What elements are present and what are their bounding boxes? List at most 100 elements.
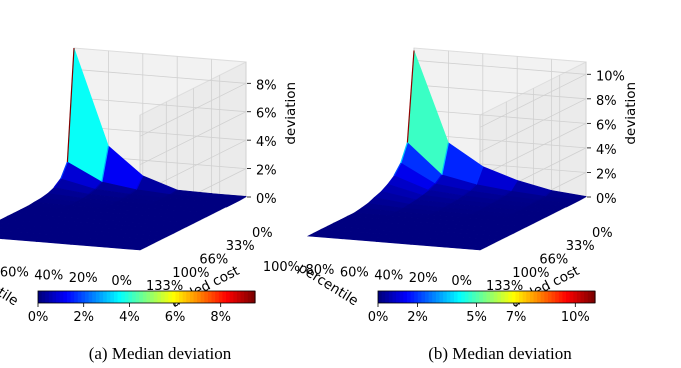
colorbar-segment xyxy=(124,291,130,303)
colorbar-segment xyxy=(562,291,567,303)
colorbar-segment xyxy=(406,291,412,303)
colorbar-segment xyxy=(132,291,137,303)
x-tick-label: 33% xyxy=(566,239,595,254)
colorbar: 0% 2% 5% 7% 10% xyxy=(368,290,596,325)
surface-edge xyxy=(572,199,580,205)
surface-cell xyxy=(0,234,10,240)
colorbar-segment xyxy=(555,291,560,303)
surface-edge xyxy=(94,181,103,190)
colorbar: 0% 2% 4% 6% 8% xyxy=(28,290,256,325)
colorbar-segment xyxy=(244,291,249,303)
surface-edge xyxy=(531,199,539,205)
surface-edge xyxy=(191,200,199,205)
colorbar-frame xyxy=(37,290,256,304)
colorbar-segment xyxy=(464,291,470,303)
colorbar-segment xyxy=(103,291,108,303)
colorbar-segment xyxy=(218,291,224,303)
colorbar-frame xyxy=(377,290,596,304)
colorbar-segment xyxy=(240,291,245,303)
colorbar-segment xyxy=(160,291,166,303)
colorbar-segment xyxy=(482,291,488,303)
colorbar-segment xyxy=(432,291,437,303)
surface-edge xyxy=(538,195,546,201)
surface-edge xyxy=(400,142,408,164)
z-tick-label: 4% xyxy=(596,143,617,158)
z-tick-label: 8% xyxy=(596,94,617,109)
colorbar-segment xyxy=(410,291,415,303)
surface-edge xyxy=(462,190,470,197)
colorbar-segment xyxy=(233,291,238,303)
colorbar-segment xyxy=(66,291,72,303)
colorbar-segment xyxy=(247,291,252,303)
colorbar-segment xyxy=(41,291,46,303)
colorbar-tick-label: 6% xyxy=(165,310,186,325)
colorbar-segment xyxy=(504,291,509,303)
surface-edge xyxy=(204,192,212,198)
colorbar-segment xyxy=(175,291,180,303)
colorbar-tick-label: 8% xyxy=(210,310,231,325)
colorbar-segment xyxy=(526,291,531,303)
surface-edge xyxy=(469,184,477,192)
surface-edge xyxy=(157,197,165,202)
colorbar-segment xyxy=(428,291,433,303)
colorbar-segment xyxy=(479,291,484,303)
colorbar-segment xyxy=(92,291,97,303)
y-tick-label: 20% xyxy=(69,271,98,286)
surface-edge xyxy=(53,178,62,188)
y-tick-label: 100% xyxy=(263,260,300,275)
colorbar-segment xyxy=(515,291,520,303)
panel-caption: (a) Median deviation xyxy=(89,344,232,363)
surface-edge xyxy=(60,161,68,180)
surface-edge xyxy=(510,180,518,192)
surface-edge xyxy=(66,47,75,163)
y-tick-label: 0% xyxy=(451,274,472,289)
colorbar-segment xyxy=(399,291,404,303)
colorbar-segment xyxy=(450,291,455,303)
colorbar-tick-label: 7% xyxy=(506,310,527,325)
colorbar-segment xyxy=(45,291,50,303)
colorbar-segment xyxy=(226,291,231,303)
colorbar-segment xyxy=(182,291,187,303)
colorbar-segment xyxy=(551,291,556,303)
surface-edge xyxy=(475,166,484,185)
colorbar-segment xyxy=(52,291,57,303)
colorbar-segment xyxy=(117,291,122,303)
surface xyxy=(0,47,247,251)
colorbar-segment xyxy=(113,291,119,303)
colorbar-segment xyxy=(421,291,426,303)
surface-edge xyxy=(406,50,415,143)
z-tick-label: 10% xyxy=(596,69,625,84)
colorbar-segment xyxy=(48,291,54,303)
y-tick-label: 60% xyxy=(340,266,369,281)
surface-edge xyxy=(503,190,511,197)
surface-edge xyxy=(393,162,402,176)
surface-edge xyxy=(88,188,96,195)
colorbar-segment xyxy=(544,291,549,303)
colorbar-segment xyxy=(121,291,126,303)
z-axis: 0% 2% 4% 6% 8% 10%deviation xyxy=(587,69,639,207)
z-axis: 0% 2% 4% 6% 8% deviation xyxy=(247,78,299,207)
colorbar-segment xyxy=(511,291,517,303)
colorbar-segment xyxy=(153,291,158,303)
surface-edge xyxy=(135,175,144,190)
colorbar-segment xyxy=(85,291,90,303)
colorbar-segment xyxy=(189,291,195,303)
colorbar-segment xyxy=(417,291,422,303)
surface-cell xyxy=(0,226,24,233)
colorbar-segment xyxy=(95,291,101,303)
colorbar-segment xyxy=(396,291,401,303)
surface-edge xyxy=(225,203,234,208)
colorbar-segment xyxy=(211,291,216,303)
colorbar-segment xyxy=(215,291,220,303)
colorbar-segment xyxy=(414,291,419,303)
colorbar-segment xyxy=(207,291,213,303)
colorbar-segment xyxy=(251,291,256,303)
x-tick-label: 133% xyxy=(146,279,183,294)
surface-edge xyxy=(101,145,109,183)
z-tick-label: 4% xyxy=(256,135,277,150)
x-tick-label: 0% xyxy=(592,226,613,241)
surface-cell xyxy=(306,232,350,240)
colorbar-segment xyxy=(63,291,68,303)
colorbar-segment xyxy=(569,291,574,303)
